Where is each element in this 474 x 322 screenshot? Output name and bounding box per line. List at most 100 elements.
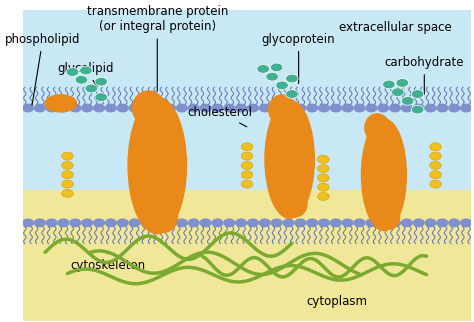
Circle shape xyxy=(366,219,377,227)
Circle shape xyxy=(378,104,389,112)
Circle shape xyxy=(62,189,73,197)
Circle shape xyxy=(425,104,436,112)
Circle shape xyxy=(200,219,211,227)
Circle shape xyxy=(318,174,329,182)
Circle shape xyxy=(383,80,395,89)
Circle shape xyxy=(354,104,365,112)
Circle shape xyxy=(129,104,140,112)
Circle shape xyxy=(95,77,108,86)
Circle shape xyxy=(58,104,69,112)
Circle shape xyxy=(330,219,341,227)
Circle shape xyxy=(212,104,223,112)
Circle shape xyxy=(70,219,81,227)
Circle shape xyxy=(318,155,329,163)
Circle shape xyxy=(295,104,306,112)
Circle shape xyxy=(259,104,270,112)
Circle shape xyxy=(271,219,282,227)
Circle shape xyxy=(46,104,57,112)
Circle shape xyxy=(413,219,424,227)
Circle shape xyxy=(176,219,187,227)
Circle shape xyxy=(430,161,441,169)
Circle shape xyxy=(188,219,199,227)
Circle shape xyxy=(241,161,253,169)
Ellipse shape xyxy=(45,95,76,112)
Circle shape xyxy=(342,219,353,227)
Circle shape xyxy=(224,219,235,227)
Circle shape xyxy=(62,180,73,188)
Circle shape xyxy=(266,72,278,81)
Ellipse shape xyxy=(265,100,314,218)
Text: glycolipid: glycolipid xyxy=(57,62,114,87)
Text: glycoprotein: glycoprotein xyxy=(262,33,336,83)
Circle shape xyxy=(164,104,175,112)
Circle shape xyxy=(366,104,377,112)
Circle shape xyxy=(318,183,329,191)
Circle shape xyxy=(286,90,298,99)
Circle shape xyxy=(430,180,441,188)
Circle shape xyxy=(307,219,318,227)
Circle shape xyxy=(236,219,246,227)
Circle shape xyxy=(276,81,288,90)
Circle shape xyxy=(241,180,253,188)
Bar xyxy=(23,10,472,203)
Circle shape xyxy=(141,104,152,112)
Circle shape xyxy=(307,104,318,112)
Ellipse shape xyxy=(148,202,178,232)
Circle shape xyxy=(62,152,73,160)
Circle shape xyxy=(75,75,88,84)
Circle shape xyxy=(106,219,116,227)
Circle shape xyxy=(449,104,460,112)
Ellipse shape xyxy=(365,114,390,142)
Circle shape xyxy=(247,104,258,112)
Circle shape xyxy=(392,88,404,97)
Circle shape xyxy=(354,219,365,227)
Circle shape xyxy=(461,104,472,112)
Circle shape xyxy=(241,143,253,151)
Circle shape xyxy=(95,93,108,101)
Circle shape xyxy=(401,104,412,112)
Circle shape xyxy=(212,219,223,227)
Circle shape xyxy=(411,90,424,99)
Text: cholesterol: cholesterol xyxy=(188,106,253,127)
Circle shape xyxy=(283,104,294,112)
Text: cytoskeleton: cytoskeleton xyxy=(70,253,146,272)
Circle shape xyxy=(224,104,235,112)
Circle shape xyxy=(413,104,424,112)
Circle shape xyxy=(319,104,329,112)
Circle shape xyxy=(200,104,211,112)
Circle shape xyxy=(270,63,283,72)
Circle shape xyxy=(390,219,401,227)
Circle shape xyxy=(430,171,441,179)
Circle shape xyxy=(295,219,306,227)
Circle shape xyxy=(35,219,45,227)
Circle shape xyxy=(94,219,104,227)
Circle shape xyxy=(259,219,270,227)
Text: transmembrane protein
(or integral protein): transmembrane protein (or integral prote… xyxy=(87,5,228,91)
Circle shape xyxy=(437,104,448,112)
Ellipse shape xyxy=(282,191,307,217)
Bar xyxy=(23,190,472,321)
Circle shape xyxy=(62,171,73,179)
Circle shape xyxy=(176,104,187,112)
Circle shape xyxy=(164,219,175,227)
Circle shape xyxy=(461,219,472,227)
Circle shape xyxy=(23,219,33,227)
Circle shape xyxy=(342,104,353,112)
Circle shape xyxy=(23,104,33,112)
Circle shape xyxy=(449,219,460,227)
Circle shape xyxy=(118,104,128,112)
Circle shape xyxy=(430,152,441,160)
Circle shape xyxy=(70,104,81,112)
Circle shape xyxy=(390,104,401,112)
Ellipse shape xyxy=(362,119,406,231)
Circle shape xyxy=(286,74,298,83)
Circle shape xyxy=(188,104,199,112)
Text: carbohydrate: carbohydrate xyxy=(384,56,464,94)
Circle shape xyxy=(80,66,92,75)
Ellipse shape xyxy=(269,95,296,124)
Ellipse shape xyxy=(132,91,164,125)
Circle shape xyxy=(46,219,57,227)
Circle shape xyxy=(271,104,282,112)
Circle shape xyxy=(330,104,341,112)
Circle shape xyxy=(318,165,329,173)
